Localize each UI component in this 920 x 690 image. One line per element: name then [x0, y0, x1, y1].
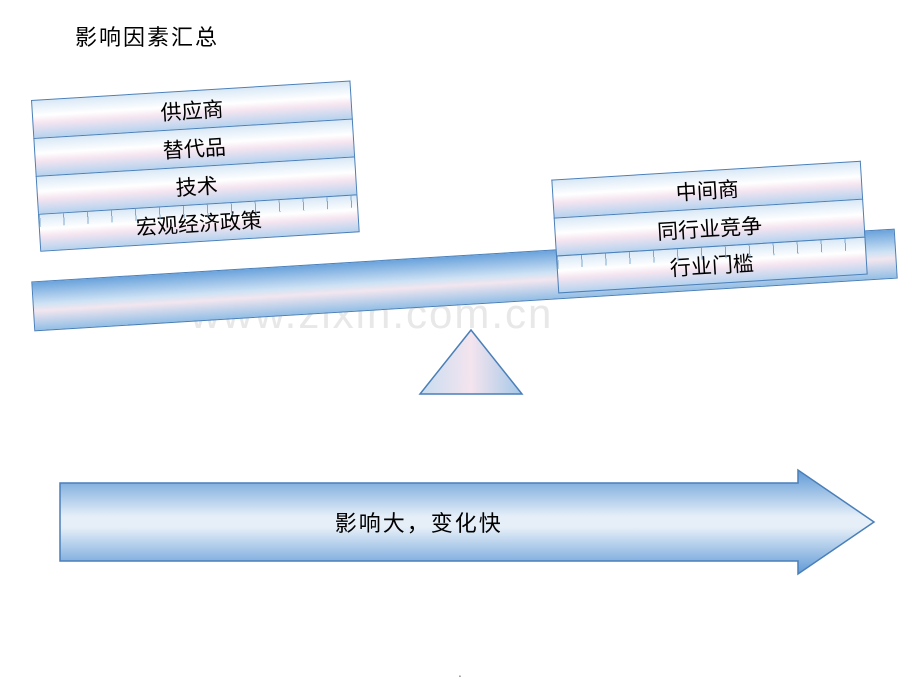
seesaw-diagram: 供应商 替代品 技术 宏观经济政策 中间商 同行业竞争 行业门槛	[40, 90, 890, 410]
arrow-label: 影响大，变化快	[335, 506, 503, 538]
left-stack: 供应商 替代品 技术 宏观经济政策	[31, 81, 360, 252]
right-stack: 中间商 同行业竞争 行业门槛	[551, 161, 867, 294]
footer-dot: .	[458, 664, 462, 680]
page-title: 影响因素汇总	[75, 20, 219, 52]
impact-arrow: 影响大，变化快	[58, 468, 878, 576]
